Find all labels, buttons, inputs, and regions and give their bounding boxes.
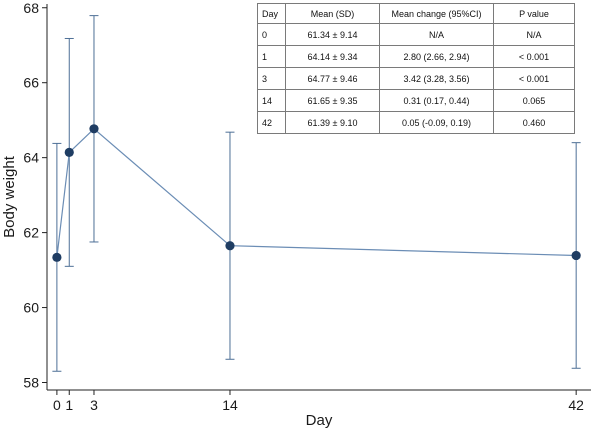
column-header-mean: Mean (SD) bbox=[285, 3, 380, 24]
cell-mean: 64.14 ± 9.34 bbox=[285, 45, 380, 68]
cell-day: 0 bbox=[257, 23, 286, 46]
table-row: 3 64.77 ± 9.46 3.42 (3.28, 3.56) < 0.001 bbox=[257, 67, 575, 90]
table-row: 0 61.34 ± 9.14 N/A N/A bbox=[257, 23, 575, 46]
column-header-p-value: P value bbox=[493, 3, 575, 24]
x-tick-label: 0 bbox=[53, 397, 61, 413]
table-row: 14 61.65 ± 9.35 0.31 (0.17, 0.44) 0.065 bbox=[257, 89, 575, 112]
x-tick-label: 3 bbox=[90, 397, 98, 413]
cell-p-value: < 0.001 bbox=[493, 67, 575, 90]
cell-mean-change: N/A bbox=[379, 23, 494, 46]
y-tick-label: 66 bbox=[23, 75, 39, 91]
y-tick-label: 68 bbox=[23, 0, 39, 16]
cell-day: 3 bbox=[257, 67, 286, 90]
table-row: 1 64.14 ± 9.34 2.80 (2.66, 2.94) < 0.001 bbox=[257, 45, 575, 68]
data-point bbox=[89, 124, 99, 134]
cell-mean-change: 0.31 (0.17, 0.44) bbox=[379, 89, 494, 112]
data-point bbox=[225, 241, 235, 251]
x-axis-title: Day bbox=[306, 412, 333, 429]
cell-p-value: < 0.001 bbox=[493, 45, 575, 68]
y-tick-label: 62 bbox=[23, 225, 39, 241]
cell-p-value: N/A bbox=[493, 23, 575, 46]
summary-table: Day Mean (SD) Mean change (95%CI) P valu… bbox=[257, 3, 575, 134]
cell-day: 42 bbox=[257, 111, 286, 134]
table-row: 42 61.39 ± 9.10 0.05 (-0.09, 0.19) 0.460 bbox=[257, 111, 575, 134]
y-tick-label: 60 bbox=[23, 300, 39, 316]
cell-mean: 61.34 ± 9.14 bbox=[285, 23, 380, 46]
x-tick-label: 1 bbox=[65, 397, 73, 413]
table-header-row: Day Mean (SD) Mean change (95%CI) P valu… bbox=[257, 3, 575, 24]
cell-mean: 64.77 ± 9.46 bbox=[285, 67, 380, 90]
y-tick-label: 64 bbox=[23, 150, 39, 166]
cell-p-value: 0.460 bbox=[493, 111, 575, 134]
data-point bbox=[64, 147, 74, 158]
data-point bbox=[52, 252, 62, 262]
cell-mean-change: 3.42 (3.28, 3.56) bbox=[379, 67, 494, 90]
data-point bbox=[571, 250, 581, 261]
cell-mean: 61.39 ± 9.10 bbox=[285, 111, 380, 134]
cell-day: 1 bbox=[257, 45, 286, 68]
cell-p-value: 0.065 bbox=[493, 89, 575, 112]
y-tick-label: 58 bbox=[23, 375, 39, 391]
cell-mean-change: 2.80 (2.66, 2.94) bbox=[379, 45, 494, 68]
cell-mean: 61.65 ± 9.35 bbox=[285, 89, 380, 112]
column-header-mean-change: Mean change (95%CI) bbox=[379, 3, 494, 24]
y-axis-title: Body weight bbox=[1, 155, 18, 238]
cell-day: 14 bbox=[257, 89, 286, 112]
series-line bbox=[56, 127, 577, 258]
column-header-day: Day bbox=[257, 3, 286, 24]
x-tick-label: 42 bbox=[568, 397, 584, 413]
x-tick-label: 14 bbox=[222, 397, 238, 413]
cell-mean-change: 0.05 (-0.09, 0.19) bbox=[379, 111, 494, 134]
